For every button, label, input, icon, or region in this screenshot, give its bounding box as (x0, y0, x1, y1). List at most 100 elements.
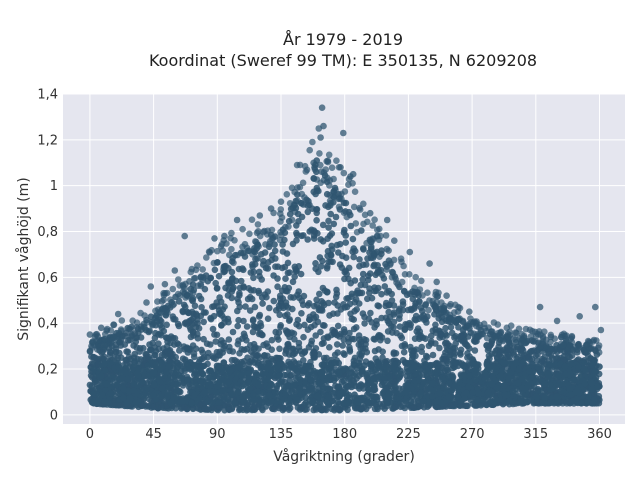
scatter-point (461, 337, 468, 345)
scatter-point (329, 326, 336, 334)
scatter-point (257, 319, 264, 327)
scatter-point (463, 389, 470, 397)
scatter-point (222, 387, 229, 394)
scatter-point (224, 315, 232, 323)
scatter-point (335, 203, 343, 211)
scatter-point (272, 263, 279, 271)
scatter-point (329, 397, 337, 405)
scatter-point (386, 301, 393, 309)
scatter-point (174, 340, 181, 347)
scatter-point (532, 338, 539, 345)
scatter-point (465, 383, 472, 391)
scatter-point (486, 366, 494, 373)
scatter-point (181, 232, 188, 240)
scatter-point (520, 332, 528, 340)
scatter-point (249, 328, 257, 336)
scatter-point (255, 345, 262, 353)
scatter-point (457, 332, 465, 340)
y-tick-label: 0,2 (37, 363, 58, 378)
scatter-point (343, 270, 351, 278)
scatter-point (445, 380, 453, 387)
scatter-point (334, 322, 342, 330)
scatter-point (588, 379, 596, 387)
scatter-point (233, 370, 241, 378)
scatter-point (484, 389, 492, 396)
scatter-point (245, 387, 253, 394)
scatter-point (355, 405, 363, 412)
scatter-point (88, 353, 95, 361)
scatter-point (89, 338, 96, 345)
scatter-point (317, 263, 325, 270)
scatter-point (566, 370, 574, 378)
scatter-point (401, 288, 408, 295)
scatter-point (264, 265, 272, 272)
scatter-point (284, 341, 291, 348)
scatter-point (174, 290, 182, 298)
scatter-point (480, 383, 488, 391)
scatter-point (501, 391, 509, 399)
scatter-point (266, 304, 273, 312)
scatter-point (120, 394, 127, 402)
scatter-point (98, 372, 105, 380)
scatter-point (509, 388, 517, 395)
scatter-point (233, 382, 240, 390)
scatter-point (336, 406, 343, 414)
scatter-point (227, 234, 234, 242)
scatter-point (350, 245, 358, 252)
scatter-point (191, 302, 199, 310)
scatter-point (472, 366, 480, 374)
scatter-point (317, 369, 325, 377)
scatter-point (424, 367, 431, 375)
scatter-point (301, 378, 308, 386)
scatter-point (286, 210, 294, 218)
scatter-point (390, 256, 398, 264)
scatter-point (469, 360, 477, 368)
scatter-point (370, 375, 378, 383)
scatter-point (201, 406, 208, 413)
x-tick-label: 0 (86, 427, 94, 442)
scatter-point (445, 393, 452, 401)
scatter-point (220, 263, 227, 271)
scatter-point (342, 199, 350, 207)
scatter-point (553, 393, 560, 401)
scatter-point (557, 387, 565, 395)
scatter-point (419, 292, 426, 299)
scatter-point (353, 324, 360, 331)
scatter-point (541, 394, 548, 401)
scatter-point (340, 129, 347, 137)
scatter-point (361, 362, 368, 369)
scatter-point (416, 328, 424, 335)
scatter-point (276, 372, 284, 380)
scatter-point (190, 350, 198, 358)
scatter-point (375, 284, 382, 292)
scatter-point (296, 385, 304, 393)
scatter-point (553, 317, 561, 325)
scatter-point (462, 402, 470, 410)
scatter-point (306, 146, 314, 154)
scatter-point (155, 314, 163, 321)
scatter-point (410, 305, 418, 312)
y-axis-ticks: 00,20,40,60,811,21,4 (37, 88, 58, 424)
scatter-point (110, 334, 118, 341)
scatter-point (282, 275, 289, 283)
scatter-point (130, 364, 137, 372)
scatter-point (101, 366, 109, 374)
scatter-point (223, 372, 230, 380)
scatter-point (282, 287, 290, 295)
scatter-point (340, 169, 348, 177)
scatter-point (371, 324, 378, 331)
scatter-point (197, 377, 205, 385)
scatter-point (368, 243, 375, 251)
scatter-point (301, 321, 308, 329)
scatter-point (310, 159, 317, 167)
scatter-point (415, 375, 423, 383)
scatter-point (559, 342, 567, 349)
scatter-point (447, 351, 454, 359)
scatter-point (137, 334, 145, 341)
x-tick-label: 270 (460, 427, 485, 442)
scatter-point (456, 378, 463, 386)
scatter-point (588, 361, 596, 369)
scatter-point (310, 227, 318, 234)
scatter-point (299, 350, 306, 358)
scatter-point (101, 360, 108, 368)
